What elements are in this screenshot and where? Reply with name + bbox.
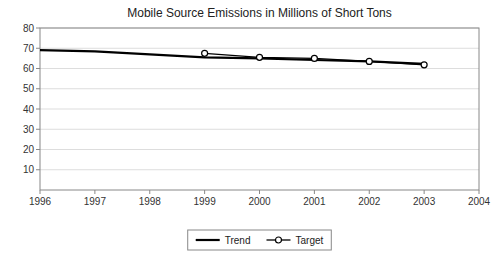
legend-item: Target — [266, 235, 323, 246]
series-point — [421, 62, 427, 68]
y-tick — [36, 129, 40, 130]
series-line — [40, 50, 424, 64]
legend-label: Target — [295, 235, 323, 246]
x-tick-label: 1996 — [29, 196, 52, 207]
data-area — [40, 50, 427, 68]
legend-item: Trend — [196, 235, 251, 246]
series-point — [366, 58, 372, 64]
series-point — [202, 50, 208, 56]
y-tick — [36, 88, 40, 89]
x-tick — [479, 190, 480, 194]
x-tick — [369, 190, 370, 194]
grid-line — [40, 129, 479, 130]
y-tick-label: 10 — [23, 164, 35, 175]
legend-marker — [275, 237, 281, 243]
grid-line — [40, 149, 479, 150]
x-tick — [314, 190, 315, 194]
y-tick-label: 60 — [23, 63, 35, 74]
series-point — [257, 54, 263, 60]
x-tick-label: 1999 — [194, 196, 217, 207]
y-tick — [36, 68, 40, 69]
x-tick — [259, 190, 260, 194]
x-tick — [94, 190, 95, 194]
grid-line — [40, 68, 479, 69]
y-tick-label: 70 — [23, 43, 35, 54]
y-tick — [36, 149, 40, 150]
y-tick-label: 20 — [23, 144, 35, 155]
grid-line — [40, 88, 479, 89]
y-tick-label: 40 — [23, 104, 35, 115]
x-tick — [149, 190, 150, 194]
grid-line — [40, 169, 479, 170]
y-tick-label: 50 — [23, 83, 35, 94]
y-tick — [36, 109, 40, 110]
y-axis: 10 20 30 40 50 60 70 80 — [23, 23, 40, 176]
x-tick-label: 2003 — [413, 196, 436, 207]
y-tick-label: 30 — [23, 124, 35, 135]
legend: Trend Target — [188, 230, 332, 250]
legend-label: Trend — [225, 235, 251, 246]
grid-line — [40, 109, 479, 110]
x-tick — [424, 190, 425, 194]
x-axis: 1996 1997 1998 1999 2000 2001 2002 2003 2004 — [29, 190, 491, 207]
legend-swatch — [196, 239, 220, 241]
x-tick-label: 2001 — [303, 196, 326, 207]
x-tick-label: 2004 — [468, 196, 491, 207]
x-tick — [40, 190, 41, 194]
y-tick — [36, 48, 40, 49]
x-tick-label: 1997 — [84, 196, 107, 207]
x-tick-label: 2002 — [358, 196, 381, 207]
title: Mobile Source Emissions in Millions of S… — [127, 6, 392, 20]
y-tick-label: 80 — [23, 23, 35, 34]
chart: Mobile Source Emissions in Millions of S… — [0, 0, 493, 262]
legend-box — [188, 230, 332, 250]
y-tick — [36, 28, 40, 29]
x-tick-label: 1998 — [139, 196, 162, 207]
grid-line — [40, 48, 479, 49]
grid — [40, 28, 479, 170]
series-point — [311, 55, 317, 61]
x-tick-label: 2000 — [248, 196, 271, 207]
x-tick — [204, 190, 205, 194]
series-line — [205, 53, 425, 65]
plot-frame — [40, 28, 479, 190]
y-tick — [36, 169, 40, 170]
